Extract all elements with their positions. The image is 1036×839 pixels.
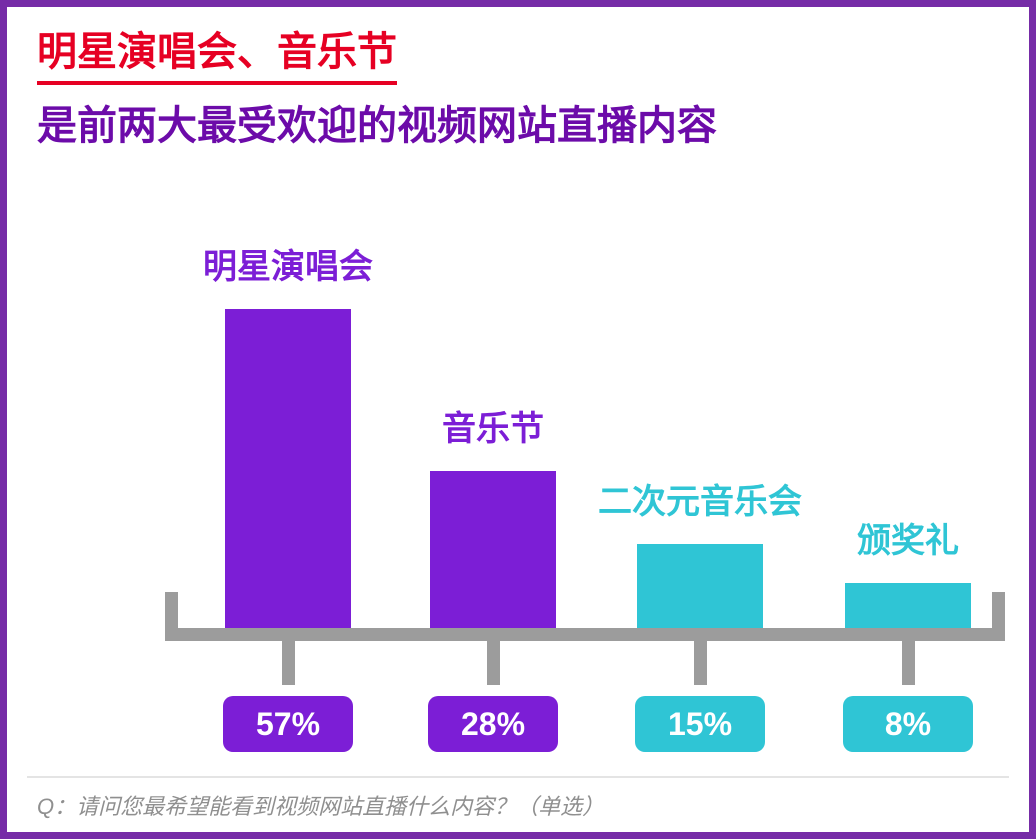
bar-label-3: 二次元音乐会	[598, 483, 802, 521]
axis-tick-3	[694, 641, 707, 685]
value-badge-1: 57%	[223, 696, 353, 752]
bar-4	[845, 583, 971, 628]
value-badge-2: 28%	[428, 696, 558, 752]
bar-label-2: 音乐节	[442, 410, 544, 448]
title-highlight-text: 明星演唱会、音乐节	[37, 29, 397, 85]
bar-1	[225, 309, 351, 628]
bar-label-4: 颁奖礼	[857, 522, 959, 560]
bar-label-1: 明星演唱会	[203, 248, 373, 286]
title-highlight: 明星演唱会、音乐节	[37, 29, 397, 85]
axis-tick-4	[902, 641, 915, 685]
axis-end-cap-left	[165, 592, 178, 641]
title-subtitle: 是前两大最受欢迎的视频网站直播内容	[37, 104, 717, 148]
axis-tick-2	[487, 641, 500, 685]
axis-end-cap-right	[992, 592, 1005, 641]
bar-3	[637, 544, 763, 628]
survey-question-note: Q：请问您最希望能看到视频网站直播什么内容？（单选）	[37, 794, 605, 819]
axis-tick-1	[282, 641, 295, 685]
bar-chart: 明星演唱会 57% 音乐节 28% 二次元音乐会 15% 颁奖礼 8%	[7, 7, 1029, 832]
bar-2	[430, 471, 556, 628]
x-axis-line	[165, 628, 1005, 641]
value-badge-4: 8%	[843, 696, 973, 752]
footer-divider	[27, 776, 1009, 778]
value-badge-3: 15%	[635, 696, 765, 752]
